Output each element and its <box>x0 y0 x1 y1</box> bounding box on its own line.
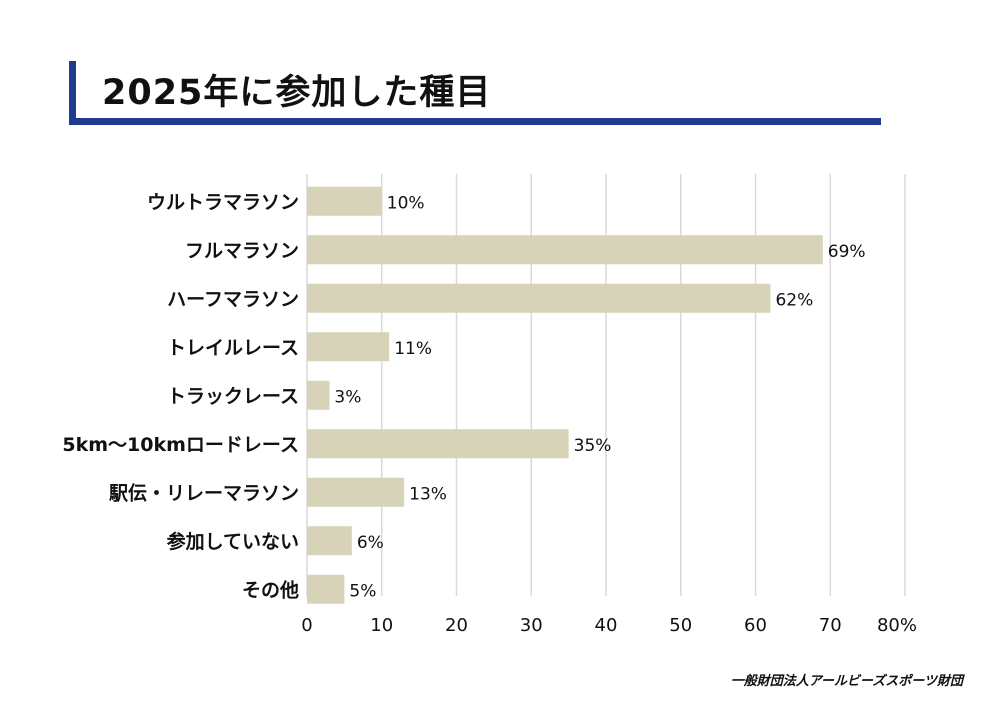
x-tick-label-80: 80% <box>877 615 917 636</box>
category-label-4: トラックレース <box>167 385 299 407</box>
category-label-3: トレイルレース <box>167 337 299 359</box>
value-label-2: 62% <box>775 290 813 310</box>
bar-6 <box>307 477 405 507</box>
value-label-8: 5% <box>349 581 376 601</box>
x-tick-label-40: 40 <box>595 615 618 636</box>
value-label-6: 13% <box>409 484 447 504</box>
x-tick-label-10: 10 <box>370 615 393 636</box>
category-label-6: 駅伝・リレーマラソン <box>108 482 299 504</box>
category-label-0: ウルトラマラソン <box>147 191 299 213</box>
category-label-5: 5km〜10kmロードレース <box>62 434 299 456</box>
category-label-2: ハーフマラソン <box>167 288 299 310</box>
category-label-8: その他 <box>242 578 299 601</box>
bar-0 <box>307 186 382 216</box>
category-label-7: 参加していない <box>167 530 299 553</box>
footer-credit: 一般財団法人アールビーズスポーツ財団 <box>730 674 963 689</box>
value-label-5: 35% <box>574 436 612 456</box>
title-accent-bar <box>69 61 76 125</box>
bar-5 <box>307 429 569 459</box>
bar-1 <box>307 235 823 265</box>
bar-2 <box>307 283 771 313</box>
bar-7 <box>307 526 352 556</box>
value-label-0: 10% <box>387 193 425 213</box>
title-underline <box>69 118 881 125</box>
value-label-1: 69% <box>828 242 866 262</box>
x-tick-label-20: 20 <box>445 615 468 636</box>
value-label-3: 11% <box>394 339 432 359</box>
category-label-1: フルマラソン <box>185 240 299 262</box>
value-label-4: 3% <box>334 387 361 407</box>
x-tick-label-60: 60 <box>744 615 767 636</box>
x-tick-label-70: 70 <box>819 615 842 636</box>
bar-3 <box>307 332 390 362</box>
value-label-7: 6% <box>357 533 384 553</box>
bar-4 <box>307 380 330 410</box>
x-tick-label-0: 0 <box>301 615 312 636</box>
x-tick-label-30: 30 <box>520 615 543 636</box>
x-tick-label-50: 50 <box>669 615 692 636</box>
page-title: 2025年に参加した種目 <box>102 73 492 113</box>
bar-8 <box>307 574 345 604</box>
title-block: 2025年に参加した種目 <box>69 61 881 125</box>
